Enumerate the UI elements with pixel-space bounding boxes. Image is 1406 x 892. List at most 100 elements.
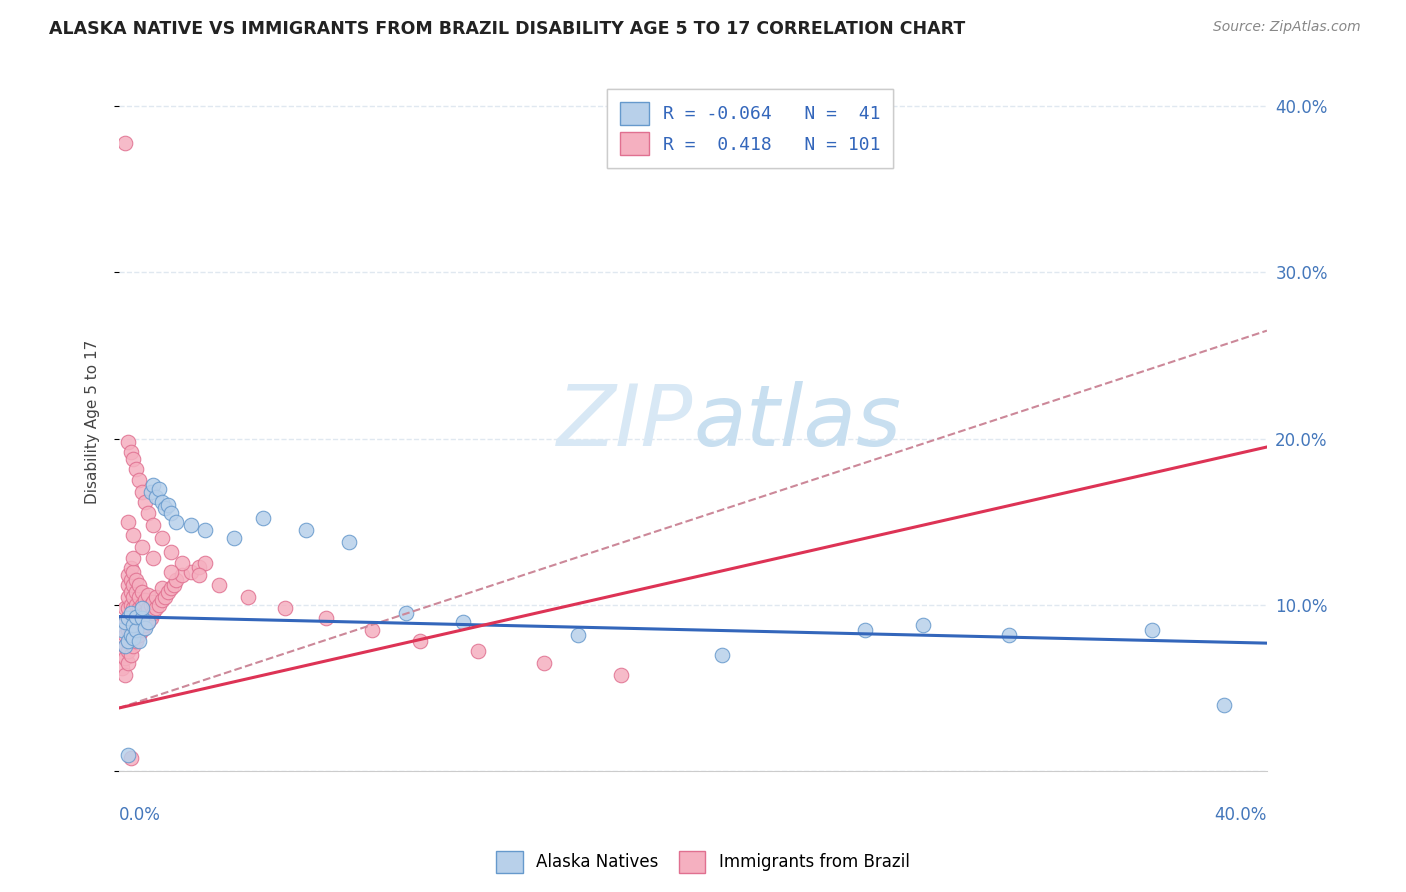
Point — [117, 634, 139, 648]
Point — [120, 445, 142, 459]
Point — [117, 578, 139, 592]
Point — [142, 478, 165, 492]
Point — [131, 611, 153, 625]
Point — [180, 565, 202, 579]
Point — [125, 598, 148, 612]
Point — [120, 561, 142, 575]
Point — [136, 615, 159, 629]
Point — [114, 640, 136, 654]
Point — [142, 606, 165, 620]
Point — [136, 615, 159, 629]
Point — [117, 747, 139, 762]
Point — [610, 667, 633, 681]
Point — [360, 623, 382, 637]
Point — [131, 584, 153, 599]
Point — [114, 136, 136, 150]
Point — [172, 568, 194, 582]
Point — [145, 590, 167, 604]
Point — [142, 594, 165, 608]
Point — [114, 640, 136, 654]
Point — [997, 628, 1019, 642]
Point — [134, 606, 156, 620]
Point — [150, 582, 173, 596]
Point — [194, 557, 217, 571]
Point — [131, 601, 153, 615]
Point — [122, 551, 145, 566]
Point — [125, 623, 148, 637]
Point — [122, 578, 145, 592]
Point — [150, 495, 173, 509]
Y-axis label: Disability Age 5 to 17: Disability Age 5 to 17 — [86, 340, 100, 504]
Point — [156, 498, 179, 512]
Point — [148, 598, 170, 612]
Point — [238, 590, 260, 604]
Point — [165, 515, 187, 529]
Point — [114, 628, 136, 642]
Point — [156, 584, 179, 599]
Point — [117, 656, 139, 670]
Point — [120, 623, 142, 637]
Point — [120, 598, 142, 612]
Point — [128, 634, 150, 648]
Point — [159, 582, 181, 596]
Point — [122, 640, 145, 654]
Point — [120, 573, 142, 587]
Point — [117, 644, 139, 658]
Point — [150, 532, 173, 546]
Point — [114, 615, 136, 629]
Point — [911, 618, 934, 632]
Point — [117, 590, 139, 604]
Point — [131, 623, 153, 637]
Point — [122, 618, 145, 632]
Point — [150, 593, 173, 607]
Point — [120, 751, 142, 765]
Point — [337, 534, 360, 549]
Point — [134, 495, 156, 509]
Point — [117, 435, 139, 450]
Point — [172, 557, 194, 571]
Text: 40.0%: 40.0% — [1215, 806, 1267, 824]
Point — [453, 615, 475, 629]
Point — [120, 628, 142, 642]
Text: atlas: atlas — [693, 381, 901, 464]
Point — [114, 615, 136, 629]
Text: ZIP: ZIP — [557, 381, 693, 464]
Point — [395, 606, 418, 620]
Point — [128, 615, 150, 629]
Point — [139, 484, 162, 499]
Point — [122, 631, 145, 645]
Point — [117, 515, 139, 529]
Point — [409, 634, 432, 648]
Point — [153, 590, 176, 604]
Point — [145, 490, 167, 504]
Point — [117, 623, 139, 637]
Point — [159, 507, 181, 521]
Point — [165, 573, 187, 587]
Point — [125, 611, 148, 625]
Point — [122, 615, 145, 629]
Point — [467, 644, 489, 658]
Point — [180, 518, 202, 533]
Point — [136, 601, 159, 615]
Point — [114, 667, 136, 681]
Point — [159, 565, 181, 579]
Point — [111, 623, 134, 637]
Point — [122, 528, 145, 542]
Point — [131, 598, 153, 612]
Point — [294, 523, 316, 537]
Point — [125, 623, 148, 637]
Point — [125, 634, 148, 648]
Point — [533, 656, 555, 670]
Point — [274, 601, 297, 615]
Point — [117, 568, 139, 582]
Point — [125, 609, 148, 624]
Text: ALASKA NATIVE VS IMMIGRANTS FROM BRAZIL DISABILITY AGE 5 TO 17 CORRELATION CHART: ALASKA NATIVE VS IMMIGRANTS FROM BRAZIL … — [49, 20, 966, 37]
Point — [159, 545, 181, 559]
Legend: Alaska Natives, Immigrants from Brazil: Alaska Natives, Immigrants from Brazil — [489, 845, 917, 880]
Point — [117, 611, 139, 625]
Point — [120, 634, 142, 648]
Point — [142, 518, 165, 533]
Point — [120, 648, 142, 662]
Point — [125, 573, 148, 587]
Point — [117, 601, 139, 615]
